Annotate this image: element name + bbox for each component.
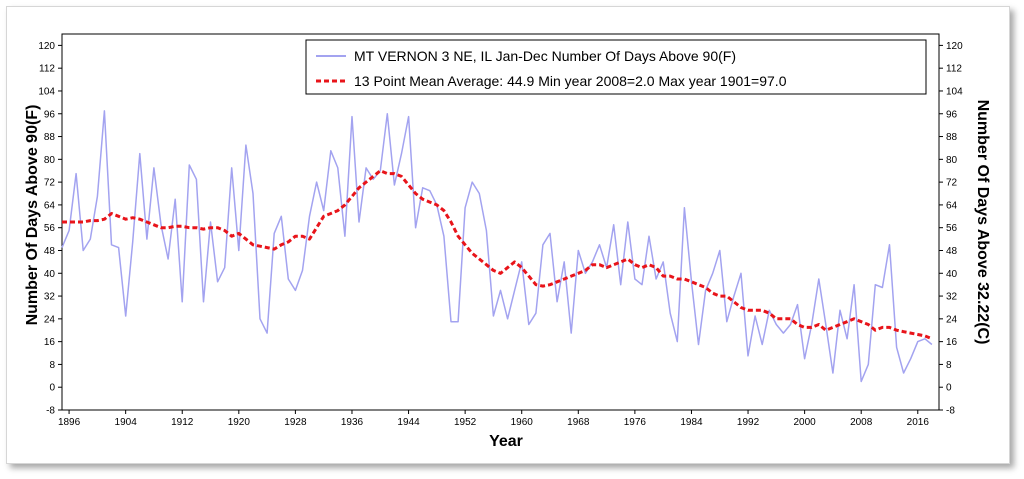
y-tick-label-left: 16 [44, 337, 56, 348]
y-tick-label-right: 56 [946, 223, 958, 234]
y-tick-label-right: 48 [946, 246, 958, 257]
x-tick-label: 2008 [850, 417, 873, 428]
y-tick-label-left: 96 [44, 109, 56, 120]
y-tick-label-right: 40 [946, 269, 958, 280]
y-tick-label-right: 72 [946, 178, 958, 189]
y-tick-label-right: 64 [946, 200, 958, 211]
y-tick-label-left: 112 [39, 64, 55, 75]
y-tick-label-left: 48 [44, 246, 56, 257]
x-tick-label: 1952 [454, 417, 477, 428]
y-tick-label-right: 0 [946, 383, 952, 394]
y-tick-label-right: -8 [946, 406, 955, 417]
y-tick-label-left: 0 [49, 383, 55, 394]
x-tick-label: 1912 [171, 417, 194, 428]
x-axis-title: Year [489, 433, 523, 450]
series-layer [61, 110, 933, 383]
x-tick-label: 1904 [115, 417, 138, 428]
y-tick-label-right: 104 [946, 86, 963, 97]
y-tick-label-right: 80 [946, 155, 958, 166]
y-tick-label-right: 8 [946, 360, 952, 371]
y-axis-title-right: Number Of Days Above 32.22(C) [974, 100, 991, 345]
x-tick-label: 1976 [624, 417, 647, 428]
legend: MT VERNON 3 NE, IL Jan-Dec Number Of Day… [305, 39, 927, 95]
x-tick-label: 1920 [228, 417, 251, 428]
legend-label-annual: MT VERNON 3 NE, IL Jan-Dec Number Of Day… [354, 48, 736, 64]
y-tick-label-right: 112 [946, 64, 962, 75]
x-tick-label: 1928 [284, 417, 307, 428]
x-tick-label: 1896 [58, 417, 81, 428]
y-tick-label-left: 88 [44, 132, 56, 143]
series-line-mean [62, 169, 933, 341]
x-tick-label: 1960 [511, 417, 534, 428]
y-tick-label-left: 72 [44, 178, 56, 189]
y-axis-title-left: Number Of Days Above 90(F) [24, 105, 41, 326]
legend-label-mean: 13 Point Mean Average: 44.9 Min year 200… [354, 73, 787, 89]
x-tick-label: 2016 [907, 417, 930, 428]
y-tick-label-left: -8 [46, 406, 55, 417]
y-tick-label-left: 56 [44, 223, 56, 234]
x-tick-label: 1936 [341, 417, 364, 428]
y-tick-label-right: 96 [946, 109, 958, 120]
series-line-annual [61, 110, 933, 383]
x-tick-label: 2000 [793, 417, 816, 428]
y-tick-label-right: 16 [946, 337, 958, 348]
x-tick-label: 1968 [567, 417, 590, 428]
plot-area [61, 33, 940, 411]
y-tick-label-left: 120 [38, 41, 55, 52]
y-tick-label-right: 24 [946, 314, 958, 325]
x-tick-label: 1984 [680, 417, 703, 428]
y-tick-label-left: 64 [44, 200, 56, 211]
y-tick-label-left: 104 [38, 86, 55, 97]
legend-box [305, 39, 927, 95]
y-tick-label-right: 88 [946, 132, 958, 143]
y-tick-label-left: 32 [44, 292, 56, 303]
y-tick-label-left: 24 [44, 314, 56, 325]
y-tick-label-right: 32 [946, 292, 958, 303]
x-tick-label: 1992 [737, 417, 760, 428]
y-tick-label-right: 120 [946, 41, 963, 52]
y-tick-label-left: 80 [44, 155, 56, 166]
y-tick-label-left: 40 [44, 269, 56, 280]
y-tick-label-left: 8 [49, 360, 55, 371]
x-tick-label: 1944 [397, 417, 420, 428]
